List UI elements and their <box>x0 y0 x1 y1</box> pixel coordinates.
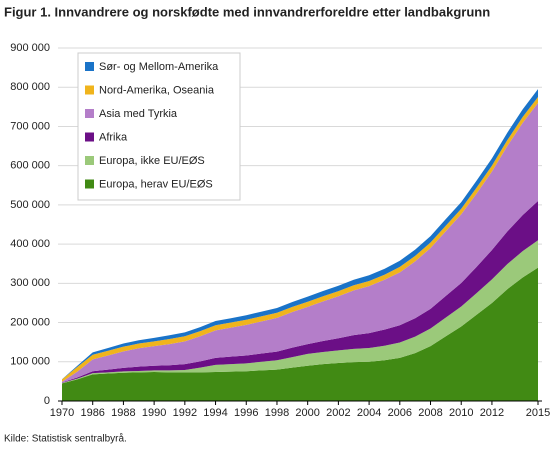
x-tick-label: 2004 <box>357 407 381 419</box>
area <box>62 102 538 383</box>
x-tick-label: 1998 <box>265 407 289 419</box>
x-tick-label: 2012 <box>480 407 504 419</box>
legend-swatch <box>85 62 94 71</box>
y-tick-label: 700 000 <box>10 120 50 132</box>
legend-label: Europa, ikke EU/EØS <box>99 155 205 167</box>
legend-swatch <box>85 132 94 142</box>
legend-label: Nord-Amerika, Oseania <box>99 84 215 96</box>
y-tick-label: 300 000 <box>10 277 50 289</box>
legend-label: Europa, herav EU/EØS <box>99 178 213 190</box>
x-tick-label: 2006 <box>388 407 412 419</box>
areas <box>62 89 538 401</box>
x-tick-label: 2002 <box>326 407 350 419</box>
legend-swatch <box>85 156 94 165</box>
x-tick-label: 1990 <box>142 407 166 419</box>
legend-label: Afrika <box>99 131 128 143</box>
y-tick-label: 200 000 <box>10 316 50 328</box>
axes: 0 100 000 200 000 300 000 400 000 500 000 600 … <box>10 42 550 419</box>
y-tick-label: 400 000 <box>10 238 50 250</box>
x-tick-label: 2000 <box>295 407 319 419</box>
x-tick-label: 1996 <box>234 407 258 419</box>
area <box>62 97 538 382</box>
y-tick-label: 0 <box>44 395 50 407</box>
legend-swatch <box>85 85 94 95</box>
y-tick-label: 800 000 <box>10 81 50 93</box>
x-tick-label: 1992 <box>173 407 197 419</box>
source: Kilde: Statistisk sentralbyrå. <box>4 433 127 445</box>
x-tick-label: 2010 <box>449 407 473 419</box>
legend: Sør- og Mellom-Amerika Nord-Amerika, Osea… <box>77 52 241 201</box>
x-tick-label: 2008 <box>418 407 442 419</box>
legend-label: Asia med Tyrkia <box>99 108 178 120</box>
area <box>62 267 538 401</box>
area <box>62 240 538 384</box>
legend-label: Sør- og Mellom-Amerika <box>99 61 219 73</box>
x-tick-label: 1994 <box>203 407 227 419</box>
chart-title: Figur 1. Innvandrere og norskfødte med i… <box>4 4 490 19</box>
legend-swatch <box>85 179 94 189</box>
y-tick-label: 900 000 <box>10 42 50 54</box>
y-tick-label: 100 000 <box>10 356 50 368</box>
y-tick-label: 500 000 <box>10 199 50 211</box>
y-tick-label: 600 000 <box>10 160 50 172</box>
x-tick-label: 1986 <box>80 407 104 419</box>
legend-box <box>77 52 241 201</box>
area <box>62 200 538 383</box>
x-tick-label: 1970 <box>50 407 74 419</box>
x-tick-label: 1988 <box>111 407 135 419</box>
legend-swatch <box>85 109 94 118</box>
x-tick-label: 2015 <box>526 407 550 419</box>
